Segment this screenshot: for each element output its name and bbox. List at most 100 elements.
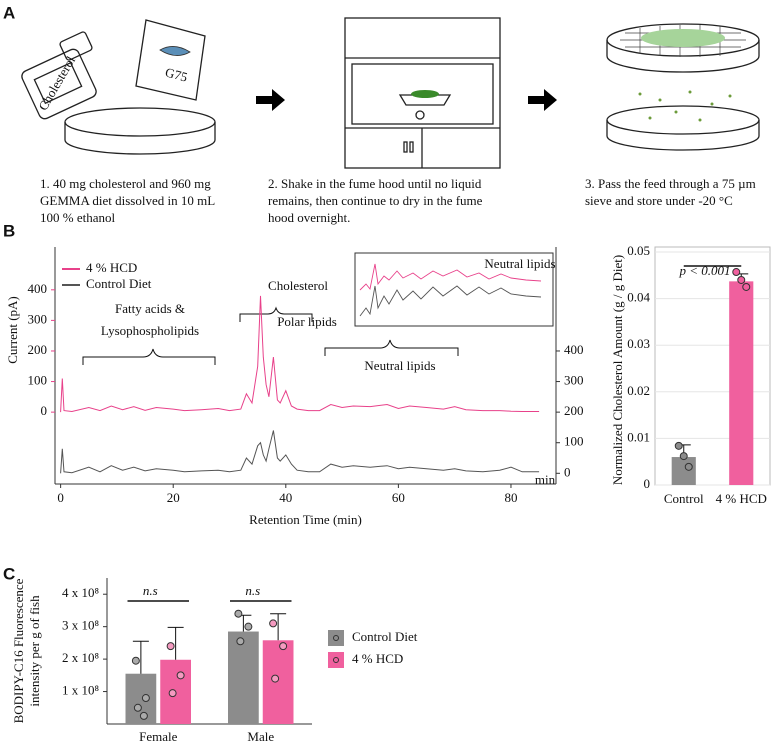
y-axis-label: Current (pA): [5, 296, 20, 364]
bar: [729, 281, 754, 485]
step-text: hood overnight.: [268, 210, 350, 225]
data-point: [737, 275, 746, 284]
step-text: 100 % ethanol: [40, 210, 115, 225]
y2-tick-label: 0: [564, 464, 571, 479]
x-tick-label: 0: [57, 490, 64, 505]
step-text: remains, then continue to dry in the fum…: [268, 193, 483, 208]
step-text: GEMMA diet dissolved in 10 mL: [40, 193, 215, 208]
legend-label: 4 % HCD: [86, 260, 137, 275]
error-bar: [270, 613, 287, 641]
y-tick-label: 1 x 10⁸: [62, 683, 100, 698]
bottle-label: Cholesterol: [35, 53, 78, 113]
y-axis-label: intensity per g of fish: [27, 595, 42, 707]
step-text: 3. Pass the feed through a 75 µm: [585, 176, 756, 191]
x-axis-label: Retention Time (min): [249, 512, 362, 527]
y2-tick-label: 200: [564, 403, 584, 418]
y-tick-label: 0.05: [627, 243, 650, 258]
bottle-icon: Cholesterol: [21, 31, 97, 120]
y-tick-label: 2 x 10⁸: [62, 650, 100, 665]
data-point: [679, 452, 688, 461]
bag-icon: G75: [135, 19, 206, 101]
x-tick-label: 40: [279, 490, 292, 505]
step-text: 2. Shake in the fume hood until no liqui…: [268, 176, 482, 191]
x-tick-label: Control: [664, 491, 704, 506]
annotation: p < 0.001: [678, 263, 730, 278]
error-bar: [132, 640, 149, 674]
y-tick-label: 100: [28, 373, 48, 388]
y-tick-label: 400: [28, 281, 48, 296]
bar: [671, 457, 696, 485]
annotation: Lysophospholipids: [101, 323, 199, 338]
data-point: [236, 637, 245, 646]
x-tick-label: Female: [139, 729, 177, 744]
data-point: [684, 462, 693, 471]
dish-icon: [64, 107, 216, 155]
panel-label: C: [3, 564, 15, 583]
data-point: [234, 609, 243, 618]
arrow: [256, 89, 285, 111]
annotation: n.s: [143, 583, 158, 598]
data-point: [732, 268, 741, 277]
error-bar: [167, 626, 184, 660]
annotation: Polar lipids: [277, 314, 337, 329]
data-point: [742, 282, 751, 291]
y-tick-label: 0.02: [627, 383, 650, 398]
data-point: [133, 703, 142, 712]
annotation: n.s: [245, 583, 260, 598]
data-point: [139, 711, 148, 720]
legend-dot: [333, 635, 339, 641]
bar: [262, 640, 294, 724]
y-tick-label: 300: [28, 311, 48, 326]
data-point: [269, 619, 278, 628]
y-axis-label: BODIPY-C16 Fluorescence: [11, 578, 26, 723]
chromatogram-frame: [54, 247, 557, 485]
legend-label: Control Diet: [86, 276, 152, 291]
data-point: [674, 441, 683, 450]
data-point: [166, 642, 175, 651]
trace: [60, 295, 540, 413]
y-tick-label: 3 x 10⁸: [62, 618, 100, 633]
y2-tick-label: 300: [564, 373, 584, 388]
data-point: [168, 689, 177, 698]
y-tick-label: 0.03: [627, 336, 650, 351]
data-point: [131, 656, 140, 665]
step-text: 1. 40 mg cholesterol and 960 mg: [40, 176, 211, 191]
x-tick-label: 60: [392, 490, 405, 505]
panel-label: B: [3, 221, 15, 240]
y2-tick-label: 400: [564, 342, 584, 357]
data-point: [176, 671, 185, 680]
x-tick-label: Male: [247, 729, 274, 744]
step-text: sieve and store under -20 °C: [585, 193, 733, 208]
annotation: Fatty acids &: [115, 301, 185, 316]
annotation: Cholesterol: [268, 278, 328, 293]
y2-tick-label: 100: [564, 434, 584, 449]
annotation: min: [535, 472, 556, 487]
legend-label: Control Diet: [352, 629, 418, 644]
sieve-icon: [606, 23, 760, 151]
data-point: [141, 694, 150, 703]
arrow: [528, 89, 557, 111]
fume-hood-icon: [344, 17, 501, 169]
panel-label: A: [3, 3, 15, 22]
bar: [228, 631, 259, 724]
data-point: [271, 674, 280, 683]
y-tick-label: 0: [41, 403, 48, 418]
annotation: Neutral lipids: [364, 358, 435, 373]
y-tick-label: 0.01: [627, 429, 650, 444]
legend-swatch: [328, 630, 344, 646]
legend-swatch: [328, 652, 344, 668]
data-point: [244, 622, 253, 631]
legend-dot: [333, 657, 339, 663]
y-tick-label: 4 x 10⁸: [62, 585, 100, 600]
y-tick-label: 200: [28, 342, 48, 357]
trace: [60, 430, 540, 474]
x-tick-label: 4 % HCD: [716, 491, 767, 506]
y-axis-label: Normalized Cholesterol Amount (g / g Die…: [610, 255, 625, 485]
data-point: [279, 642, 288, 651]
x-tick-label: 80: [504, 490, 517, 505]
y-tick-label: 0.04: [627, 290, 650, 305]
y-tick-label: 0: [644, 476, 651, 491]
legend-label: 4 % HCD: [352, 651, 403, 666]
annotation: Neutral lipids: [484, 256, 555, 271]
